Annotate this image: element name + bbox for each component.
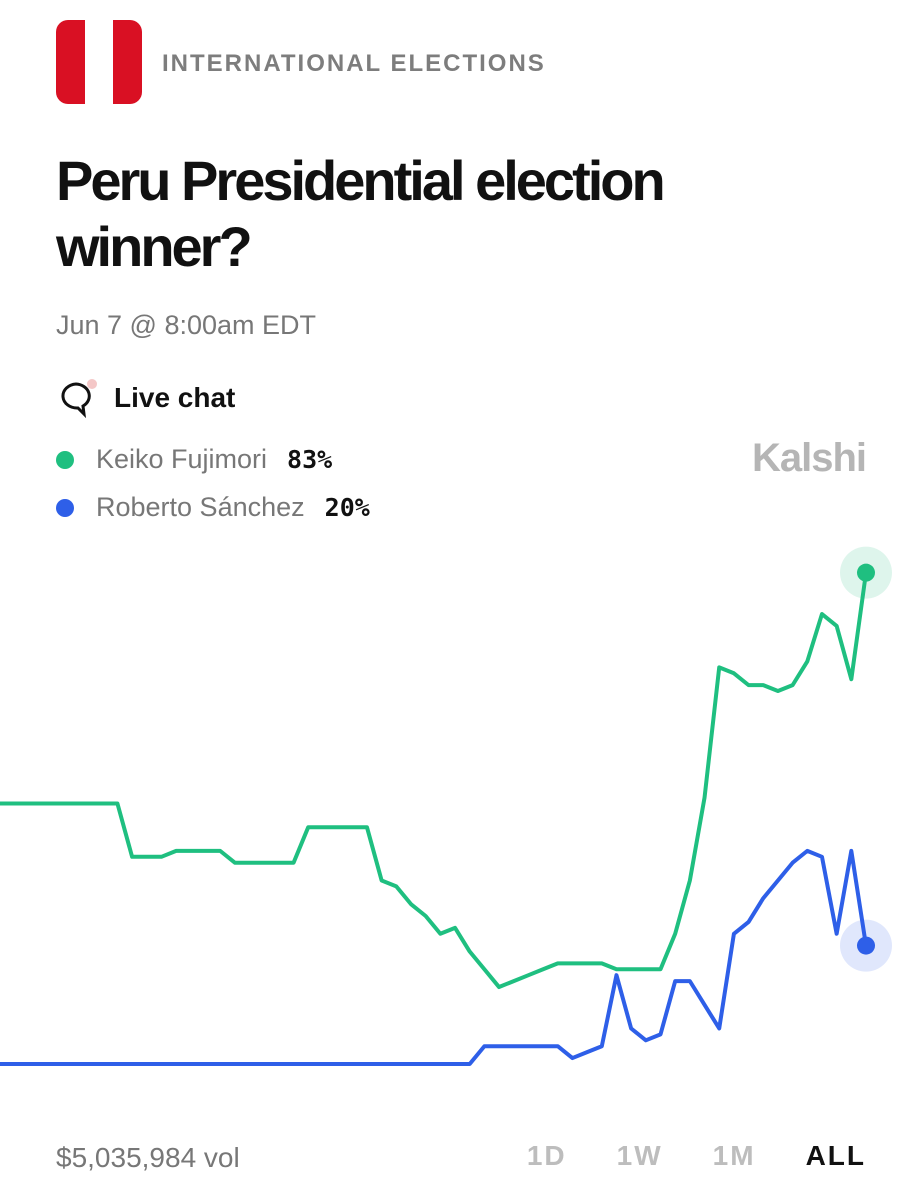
legend-item: Keiko Fujimori 83% (56, 444, 332, 475)
category: INTERNATIONAL ELECTIONS (162, 50, 546, 77)
date: Jun 7 @ 8:00am EDT (56, 310, 317, 340)
range-tabs: 1D 1W 1M ALL (527, 1140, 866, 1172)
range-tab[interactable]: 1M (712, 1140, 756, 1171)
series-line (0, 572, 868, 990)
volume: $5,035,984 vol (56, 1142, 240, 1173)
live-chat[interactable]: Live chat (56, 378, 235, 418)
range-tab[interactable]: 1D (526, 1140, 567, 1171)
live-chat-label: Live chat (114, 382, 236, 413)
range-tab[interactable]: 1W (616, 1140, 663, 1171)
end-point (857, 563, 875, 582)
chat-icon (61, 379, 97, 418)
flag-icon (56, 20, 142, 104)
title: Peru Presidential election winner? (56, 149, 666, 278)
legend-name: Roberto Sánchez (96, 492, 305, 522)
brand: Kalshi (751, 436, 867, 480)
legend-value: 83% (287, 445, 333, 474)
series-line (0, 848, 868, 1066)
legend-name: Keiko Fujimori (96, 444, 268, 474)
end-point (857, 936, 875, 955)
legend-dot (56, 498, 74, 517)
legend-item: Roberto Sánchez 20% (56, 492, 370, 523)
legend-dot (56, 450, 74, 469)
range-tab[interactable]: ALL (805, 1140, 866, 1171)
legend-value: 20% (324, 493, 370, 522)
